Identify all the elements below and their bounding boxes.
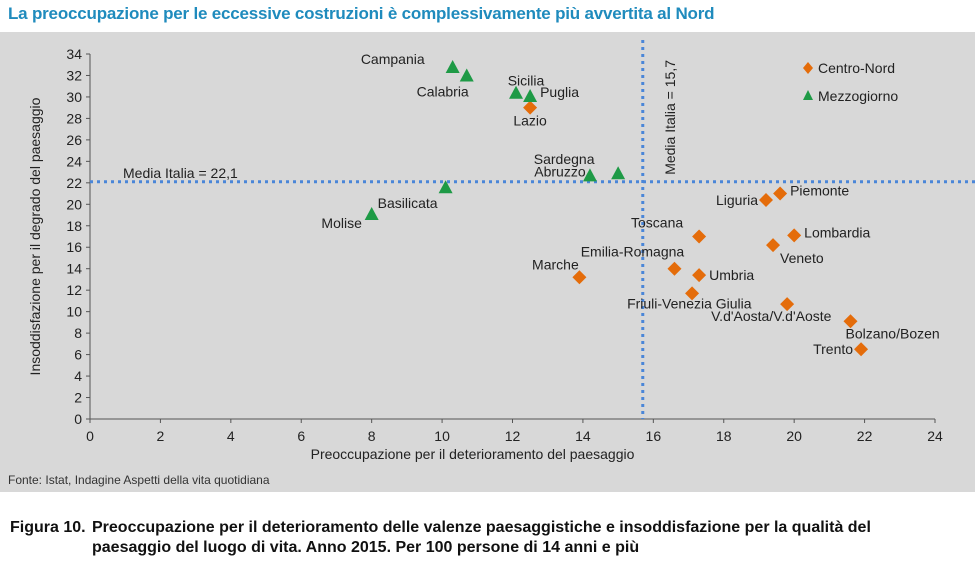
- y-tick-label: 14: [66, 261, 82, 277]
- point-label: Bolzano/Bozen: [846, 325, 940, 341]
- y-tick-label: 32: [66, 67, 82, 83]
- point-label: Calabria: [417, 84, 469, 100]
- y-tick-label: 26: [66, 132, 82, 148]
- x-tick-label: 2: [157, 428, 165, 444]
- point-label: Piemonte: [790, 183, 849, 199]
- x-tick-label: 22: [857, 428, 873, 444]
- point-label: Lazio: [513, 113, 547, 129]
- legend-label-centro-nord: Centro-Nord: [818, 60, 895, 76]
- y-tick-label: 4: [74, 368, 82, 384]
- x-tick-label: 10: [434, 428, 450, 444]
- x-tick-label: 8: [368, 428, 376, 444]
- y-tick-label: 22: [66, 175, 82, 191]
- x-tick-label: 4: [227, 428, 235, 444]
- point-centro-nord: [766, 238, 781, 253]
- point-centro-nord: [759, 193, 773, 207]
- point-label: Basilicata: [378, 195, 438, 211]
- x-tick-label: 0: [86, 428, 94, 444]
- point-centro-nord: [523, 100, 538, 115]
- point-centro-nord: [843, 314, 858, 329]
- mean-line-horizontal-label: Media Italia = 22,1: [123, 165, 238, 181]
- y-tick-label: 28: [66, 110, 82, 126]
- x-tick-label: 20: [786, 428, 802, 444]
- x-tick-label: 6: [297, 428, 305, 444]
- mean-line-vertical-label: Media Italia = 15,7: [662, 60, 678, 175]
- chart-panel: [0, 32, 975, 492]
- point-centro-nord: [854, 342, 869, 357]
- point-label: Sicilia: [508, 73, 545, 89]
- y-tick-label: 30: [66, 89, 82, 105]
- x-tick-label: 16: [646, 428, 662, 444]
- y-tick-label: 16: [66, 239, 82, 255]
- point-label: Campania: [361, 51, 425, 67]
- y-tick-label: 18: [66, 218, 82, 234]
- y-tick-label: 10: [66, 304, 82, 320]
- x-axis-title: Preoccupazione per il deterioramento del…: [311, 446, 635, 462]
- point-mezzogiorno: [364, 207, 379, 221]
- point-mezzogiorno: [438, 180, 453, 194]
- point-mezzogiorno: [611, 166, 626, 180]
- point-label: Puglia: [540, 84, 579, 100]
- point-label: Liguria: [716, 192, 758, 208]
- point-label: Friuli-Venezia Giulia: [627, 295, 752, 311]
- point-label: Veneto: [780, 250, 824, 266]
- y-tick-label: 2: [74, 390, 82, 406]
- point-centro-nord: [692, 268, 707, 283]
- legend-label-mezzogiorno: Mezzogiorno: [818, 88, 898, 104]
- point-label: Marche: [532, 256, 579, 272]
- point-label: V.d'Aosta/V.d'Aoste: [711, 308, 832, 324]
- y-tick-label: 12: [66, 282, 82, 298]
- x-tick-label: 14: [575, 428, 591, 444]
- point-label: Toscana: [631, 215, 683, 231]
- y-axis-title: Insoddisfazione per il degrado del paesa…: [27, 97, 43, 375]
- figure-label: Figura 10.: [10, 519, 86, 536]
- x-tick-label: 24: [927, 428, 943, 444]
- point-label: Sardegna: [534, 151, 595, 167]
- point-centro-nord: [787, 228, 802, 243]
- caption-line-1: Preoccupazione per il deterioramento del…: [92, 519, 871, 536]
- point-label: Trento: [813, 341, 853, 357]
- point-label: Abruzzo: [534, 163, 586, 179]
- point-centro-nord: [692, 229, 707, 244]
- point-label: Lombardia: [804, 224, 870, 240]
- point-label: Molise: [321, 215, 362, 231]
- point-mezzogiorno: [445, 59, 460, 73]
- legend-marker-mezzogiorno: [803, 90, 813, 100]
- point-centro-nord: [685, 286, 700, 301]
- x-tick-label: 12: [505, 428, 521, 444]
- point-centro-nord: [780, 297, 795, 312]
- y-tick-label: 0: [74, 411, 82, 427]
- caption-line-2: paesaggio del luogo di vita. Anno 2015. …: [92, 539, 640, 556]
- legend-marker-centro-nord: [803, 62, 813, 74]
- point-mezzogiorno: [523, 88, 538, 102]
- source-note: Fonte: Istat, Indagine Aspetti della vit…: [8, 473, 270, 487]
- y-tick-label: 6: [74, 347, 82, 363]
- x-tick-label: 18: [716, 428, 732, 444]
- point-mezzogiorno: [509, 85, 524, 99]
- point-mezzogiorno: [459, 68, 474, 82]
- figure-caption: Figura 10. Preoccupazione per il deterior…: [10, 518, 970, 558]
- chart-headline: La preoccupazione per le eccessive costr…: [8, 4, 715, 23]
- y-tick-label: 34: [66, 46, 82, 62]
- point-centro-nord: [572, 270, 587, 285]
- point-centro-nord: [773, 186, 788, 201]
- point-mezzogiorno: [582, 168, 597, 182]
- point-label: Emilia-Romagna: [581, 244, 685, 260]
- point-label: Umbria: [709, 267, 754, 283]
- point-centro-nord: [667, 261, 682, 276]
- y-tick-label: 20: [66, 196, 82, 212]
- y-tick-label: 8: [74, 325, 82, 341]
- y-tick-label: 24: [66, 153, 82, 169]
